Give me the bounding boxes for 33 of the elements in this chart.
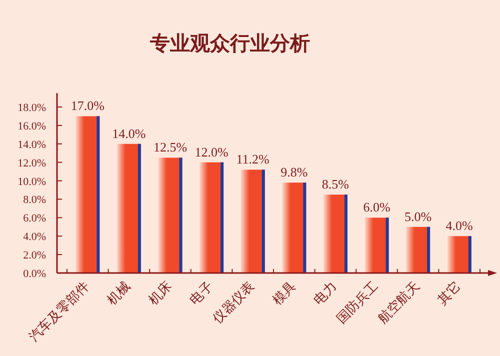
data-label: 14.0%	[112, 126, 146, 141]
data-label: 12.0%	[194, 144, 229, 160]
data-label: 9.8%	[280, 164, 308, 180]
data-label: 6.0%	[363, 200, 390, 215]
bar	[447, 236, 472, 273]
y-tick-label: 14.0%	[18, 138, 46, 151]
x-tick-label: 机床	[146, 279, 176, 308]
y-tick-label: 10.0%	[18, 176, 46, 188]
y-tick-label: 6.0%	[23, 212, 46, 225]
y-tick-label: 18.0%	[18, 102, 46, 114]
y-tick-label: 8.0%	[23, 194, 46, 206]
data-label: 12.5%	[153, 140, 188, 155]
y-tick-label: 12.0%	[18, 157, 46, 170]
bar	[116, 144, 141, 273]
x-tick-label: 模具	[270, 279, 299, 308]
data-label: 4.0%	[446, 218, 474, 234]
y-tick-label: 4.0%	[23, 231, 46, 244]
bar	[323, 194, 348, 273]
bar	[240, 170, 265, 273]
chart-title: 专业观众行业分析	[149, 31, 310, 55]
x-tick-label: 机械	[104, 279, 134, 308]
x-tick-label: 电力	[311, 279, 340, 308]
x-tick-label: 其它	[434, 278, 464, 308]
y-tick-label: 16.0%	[18, 120, 46, 132]
data-label: 8.5%	[322, 176, 350, 192]
data-label: 17.0%	[70, 98, 105, 114]
x-tick-label: 汽车及零部件	[26, 279, 92, 345]
data-label: 11.2%	[236, 152, 270, 167]
bar	[364, 218, 389, 273]
y-tick-label: 2.0%	[23, 250, 46, 262]
y-tick-label: 0.0%	[23, 268, 46, 280]
bar	[158, 158, 182, 273]
data-label: 5.0%	[404, 208, 432, 224]
